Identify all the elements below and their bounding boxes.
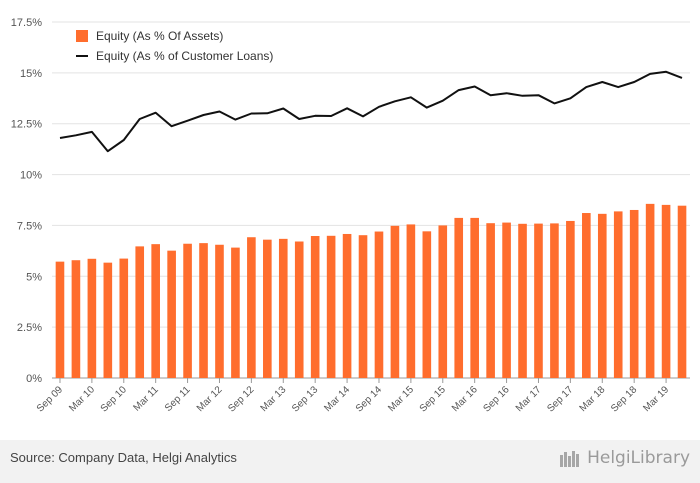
bar [454,217,464,378]
bar [629,209,639,378]
bar [390,225,400,378]
bar [199,243,208,378]
bar [231,247,240,378]
bar [87,258,97,378]
x-tick-label: Mar 10 [67,384,97,414]
bar [55,261,65,378]
x-tick-label: Mar 18 [578,384,608,414]
x-tick-label: Mar 14 [322,384,352,414]
x-tick-label: Mar 13 [259,384,289,414]
bar [661,204,671,378]
x-tick-label: Mar 11 [132,384,162,414]
bar [247,237,256,378]
legend-label-bar: Equity (As % Of Assets) [96,29,223,43]
y-tick-label: 17.5% [11,17,42,29]
bar [263,239,272,378]
y-tick-label: 15% [20,68,42,80]
bar [119,258,129,378]
y-tick-label: 2.5% [17,322,42,334]
combo-chart: 0% 2.5% 5% 7.5% 10% 12.5% 15% 17.5% Sep 09 Mar 10… [11,17,690,415]
bar [438,225,448,378]
bar [406,224,416,378]
bar [566,220,575,378]
bar [502,222,511,378]
bar [550,223,559,378]
x-tick-label: Sep 15 [418,384,448,414]
x-tick-label: Mar 17 [514,384,544,414]
x-tick-label: Sep 11 [163,384,193,414]
bar [167,250,176,378]
bar [613,211,623,378]
bar [71,260,81,378]
x-tick-label: Mar 15 [386,384,416,414]
library-logo-icon [560,451,580,467]
x-tick-label: Sep 16 [482,384,512,414]
chart-area: 0% 2.5% 5% 7.5% 10% 12.5% 15% 17.5% Sep 09 Mar 10… [11,17,690,415]
bar [310,236,320,378]
bar [597,213,607,378]
brand: HelgiLibrary [559,448,690,468]
x-tick-label: Sep 14 [354,384,384,414]
legend-label-line: Equity (As % of Customer Loans) [96,49,273,63]
bar [215,244,224,378]
bar [103,262,113,378]
bar [518,223,527,378]
x-tick-label: Sep 12 [226,384,256,414]
bar [135,246,145,378]
x-tick-label: Mar 19 [641,384,671,414]
y-tick-label: 7.5% [17,220,42,232]
bar [486,223,495,378]
x-tick-label: Sep 17 [545,384,575,414]
bar [342,233,352,378]
y-tick-label: 12.5% [11,119,42,131]
bar [358,235,368,378]
x-tick-label: Sep 09 [35,384,65,414]
x-tick-label: Sep 18 [609,384,639,414]
x-tick-label: Sep 13 [290,384,320,414]
bar [470,217,479,378]
x-tick-label: Sep 10 [99,384,129,414]
y-tick-label: 0% [26,373,42,385]
bar [151,244,160,378]
bar [422,231,432,378]
bar [582,213,591,378]
legend-swatch-bar [76,30,88,42]
x-tick-label: Mar 16 [450,384,480,414]
source-note: Source: Company Data, Helgi Analytics [10,450,237,465]
bar [534,223,543,378]
bar [645,203,655,378]
bar [677,205,687,378]
bar [374,231,384,378]
bar [326,235,336,378]
bar [278,238,288,378]
x-tick-label: Mar 12 [195,384,225,414]
bar [294,241,304,378]
bar [183,243,192,378]
brand-name: HelgiLibrary [587,448,690,468]
footer-bar: Source: Company Data, Helgi Analytics He… [0,440,700,483]
y-tick-label: 5% [26,271,42,283]
y-tick-label: 10% [20,170,42,182]
series-line [59,70,683,153]
